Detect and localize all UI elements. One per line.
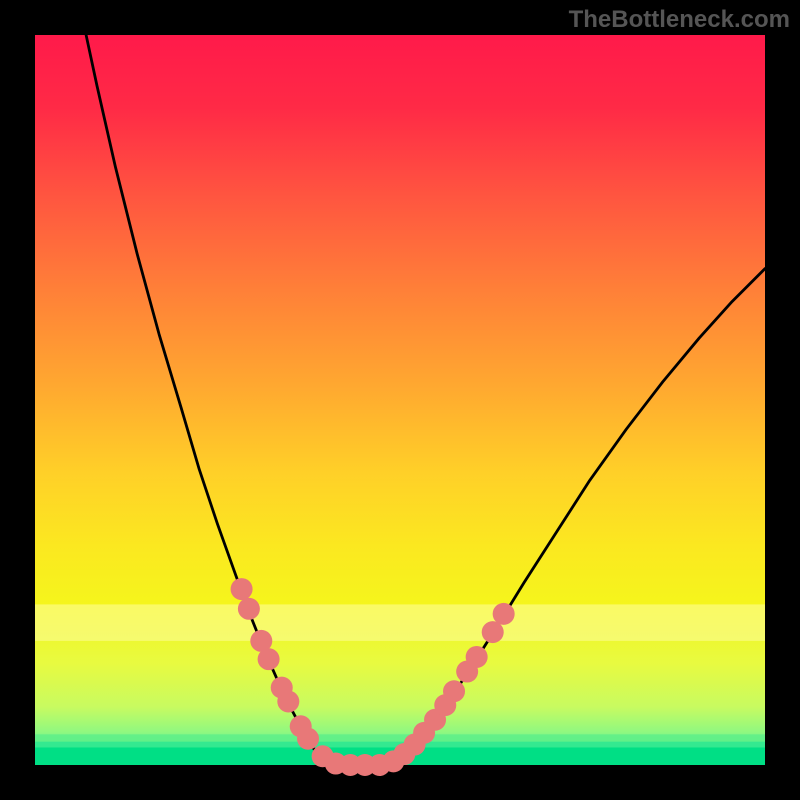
marker-21 bbox=[466, 646, 488, 668]
marker-22 bbox=[482, 621, 504, 643]
chart-svg bbox=[0, 0, 800, 800]
plot-gradient bbox=[35, 35, 765, 765]
marker-5 bbox=[277, 690, 299, 712]
marker-1 bbox=[238, 598, 260, 620]
watermark-text: TheBottleneck.com bbox=[569, 6, 790, 34]
marker-19 bbox=[443, 680, 465, 702]
band-1 bbox=[35, 734, 765, 741]
marker-0 bbox=[231, 578, 253, 600]
band-0 bbox=[35, 604, 765, 641]
marker-7 bbox=[297, 728, 319, 750]
marker-23 bbox=[493, 603, 515, 625]
marker-3 bbox=[258, 648, 280, 670]
bottleneck-chart: TheBottleneck.com bbox=[0, 0, 800, 800]
